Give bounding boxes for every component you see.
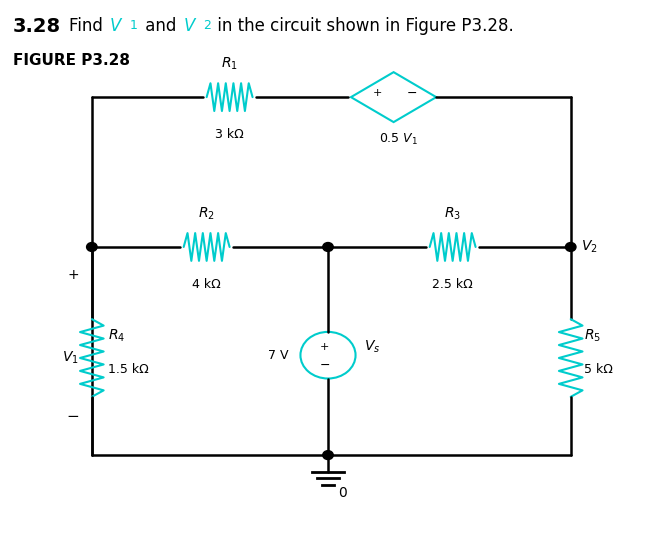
Circle shape bbox=[565, 243, 576, 251]
Text: $R_1$: $R_1$ bbox=[221, 56, 238, 72]
Text: $R_3$: $R_3$ bbox=[444, 205, 461, 222]
Text: and: and bbox=[140, 17, 181, 34]
Circle shape bbox=[87, 243, 97, 251]
Text: 5 kΩ: 5 kΩ bbox=[584, 362, 613, 376]
Text: −: − bbox=[66, 408, 79, 424]
Text: 3.28: 3.28 bbox=[13, 17, 61, 36]
Text: 1.5 kΩ: 1.5 kΩ bbox=[108, 362, 149, 376]
Text: 2.5 kΩ: 2.5 kΩ bbox=[432, 278, 473, 290]
Text: V: V bbox=[184, 17, 195, 34]
Text: 7 V: 7 V bbox=[268, 349, 289, 362]
Text: $V_s$: $V_s$ bbox=[364, 339, 380, 355]
Text: 4 kΩ: 4 kΩ bbox=[192, 278, 221, 290]
Text: +: + bbox=[320, 342, 329, 352]
Text: $R_4$: $R_4$ bbox=[108, 327, 125, 344]
Text: in the circuit shown in Figure P3.28.: in the circuit shown in Figure P3.28. bbox=[212, 17, 514, 34]
Text: V: V bbox=[110, 17, 121, 34]
Text: 2: 2 bbox=[203, 19, 211, 32]
Text: $R_2$: $R_2$ bbox=[198, 205, 215, 222]
Text: FIGURE P3.28: FIGURE P3.28 bbox=[13, 53, 130, 68]
Text: $V_1$: $V_1$ bbox=[62, 350, 79, 366]
Text: 0.5 $V_1$: 0.5 $V_1$ bbox=[379, 132, 419, 147]
Circle shape bbox=[323, 451, 333, 460]
Text: Find: Find bbox=[69, 17, 108, 34]
Text: $R_5$: $R_5$ bbox=[584, 327, 601, 344]
Text: −: − bbox=[319, 359, 330, 372]
Text: 1: 1 bbox=[129, 19, 137, 32]
Text: +: + bbox=[373, 88, 382, 98]
Circle shape bbox=[323, 243, 333, 251]
Text: −: − bbox=[407, 87, 417, 100]
Text: 3 kΩ: 3 kΩ bbox=[215, 128, 244, 140]
Text: $V_2$: $V_2$ bbox=[581, 239, 597, 255]
Text: 0: 0 bbox=[338, 486, 346, 500]
Text: +: + bbox=[67, 268, 79, 282]
